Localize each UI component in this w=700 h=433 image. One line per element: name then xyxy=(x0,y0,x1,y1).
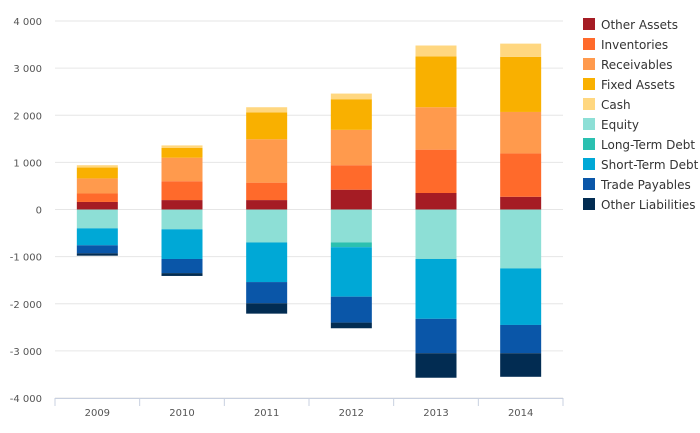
bar-segment xyxy=(415,318,457,354)
bar-segment xyxy=(161,209,203,230)
bar-segment xyxy=(500,353,542,377)
bar-segment xyxy=(161,147,203,158)
bar-segment xyxy=(415,45,457,57)
bar-segment xyxy=(500,56,542,112)
bar-segment xyxy=(500,196,542,210)
bar-segment xyxy=(161,229,203,259)
bar-segment xyxy=(161,273,203,276)
x-tick-label: 2012 xyxy=(339,408,364,419)
bar-segment xyxy=(330,296,372,323)
bar-segment xyxy=(76,253,118,256)
bar-segment xyxy=(76,201,118,210)
legend-label: Other Liabilities xyxy=(601,198,696,212)
bar-segment xyxy=(415,107,457,150)
legend-swatch xyxy=(583,58,595,70)
legend-swatch xyxy=(583,118,595,130)
bar-segment xyxy=(500,268,542,325)
legend-label: Fixed Assets xyxy=(601,78,675,92)
bar-segment xyxy=(246,139,288,183)
legend-swatch xyxy=(583,138,595,150)
legend-swatch xyxy=(583,198,595,210)
bar-segment xyxy=(330,165,372,190)
legend-swatch xyxy=(583,178,595,190)
bar-segment xyxy=(330,247,372,297)
legend-label: Other Assets xyxy=(601,18,678,32)
bar-segment xyxy=(246,242,288,283)
bar-segment xyxy=(330,189,372,210)
bar-segment xyxy=(500,43,542,57)
legend-label: Long-Term Debt xyxy=(601,138,695,152)
legend-swatch xyxy=(583,38,595,50)
bar-segment xyxy=(246,282,288,304)
bar-segment xyxy=(415,353,457,378)
bar-segment xyxy=(161,145,203,148)
axes: 4 000 3 000 2 000 1 000 0 -1 000 -2 000 -3 000 -… xyxy=(10,17,564,419)
legend-label: Inventories xyxy=(601,38,668,52)
bar-segment xyxy=(76,193,118,202)
y-tick-label: 1 000 xyxy=(13,158,42,169)
bar-segment xyxy=(76,209,118,229)
legend-swatch xyxy=(583,98,595,110)
bar-segment xyxy=(330,242,372,248)
y-tick-label: 3 000 xyxy=(13,64,42,75)
bars xyxy=(76,43,542,378)
legend-swatch xyxy=(583,158,595,170)
bar-segment xyxy=(415,56,457,108)
bar-segment xyxy=(246,182,288,201)
bar-segment xyxy=(76,167,118,179)
legend-label: Trade Payables xyxy=(600,178,691,192)
x-tick-label: 2014 xyxy=(508,408,533,419)
y-tick-label: 4 000 xyxy=(13,17,42,28)
x-tick-label: 2009 xyxy=(85,408,110,419)
legend-label: Equity xyxy=(601,118,639,132)
bar-segment xyxy=(161,200,203,210)
y-tick-label: -3 000 xyxy=(10,347,42,358)
bar-segment xyxy=(161,181,203,201)
legend-label: Receivables xyxy=(601,58,673,72)
bar-segment xyxy=(500,153,542,197)
bar-segment xyxy=(500,324,542,354)
gridlines xyxy=(55,20,563,399)
bar-segment xyxy=(76,178,118,194)
bar-segment xyxy=(76,165,118,168)
bar-segment xyxy=(330,209,372,243)
y-tick-label: -1 000 xyxy=(10,253,42,264)
bar-segment xyxy=(415,258,457,319)
bar-segment xyxy=(330,93,372,100)
bar-segment xyxy=(415,149,457,194)
legend-label: Short-Term Debt xyxy=(601,158,699,172)
y-tick-label: -4 000 xyxy=(10,394,42,405)
bar-segment xyxy=(330,129,372,166)
y-tick-label: -2 000 xyxy=(10,300,42,311)
bar-segment xyxy=(161,258,203,274)
bar-segment xyxy=(246,209,288,243)
bar-segment xyxy=(415,209,457,259)
y-tick-label: 0 xyxy=(36,206,42,217)
bar-segment xyxy=(500,111,542,154)
bar-segment xyxy=(246,107,288,113)
legend-swatch xyxy=(583,78,595,90)
bar-segment xyxy=(246,200,288,210)
legend-label: Cash xyxy=(601,98,631,112)
legend: Other Assets Inventories Receivables Fixed … xyxy=(583,18,699,212)
x-tick-label: 2011 xyxy=(254,408,279,419)
x-tick-label: 2010 xyxy=(169,408,194,419)
bar-segment xyxy=(76,245,118,254)
bar-segment xyxy=(415,193,457,210)
bar-segment xyxy=(246,303,288,314)
bar-segment xyxy=(330,99,372,130)
bar-segment xyxy=(246,112,288,140)
bar-segment xyxy=(500,209,542,269)
y-tick-label: 2 000 xyxy=(13,111,42,122)
bar-segment xyxy=(76,228,118,246)
legend-swatch xyxy=(583,18,595,30)
x-tick-label: 2013 xyxy=(423,408,448,419)
bar-segment xyxy=(330,322,372,329)
bar-segment xyxy=(161,157,203,182)
